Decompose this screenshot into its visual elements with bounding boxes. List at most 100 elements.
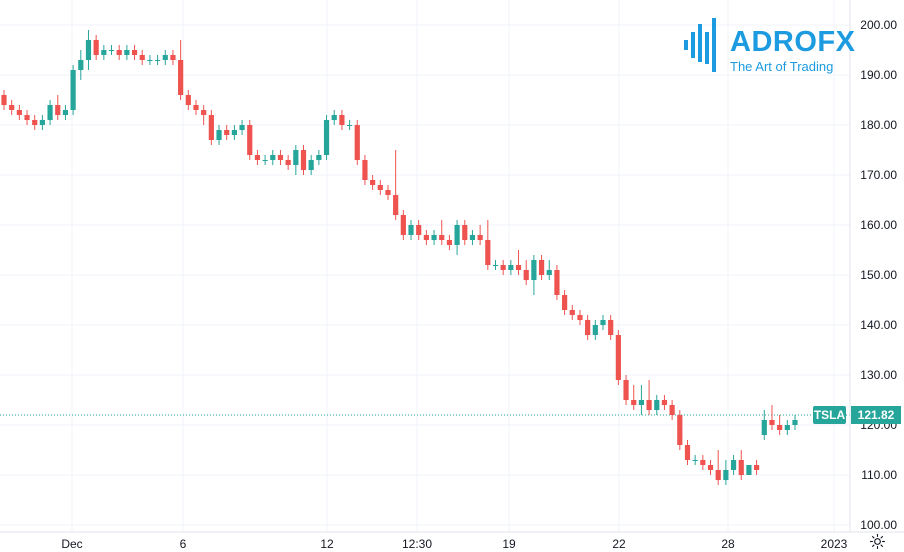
candle: [270, 150, 276, 165]
candle: [85, 30, 92, 70]
candle: [400, 210, 406, 240]
candle-body: [707, 465, 714, 470]
candle-body: [308, 160, 314, 170]
candle-body: [754, 465, 760, 470]
candle: [1, 90, 7, 110]
candle-body: [300, 150, 307, 170]
candle: [554, 265, 560, 300]
candle-body: [270, 155, 276, 160]
candle: [631, 385, 637, 410]
candle-body: [531, 260, 537, 280]
candle: [515, 250, 522, 275]
candle: [331, 110, 337, 125]
candle: [393, 150, 399, 220]
candle: [761, 410, 767, 440]
x-tick-label: 6: [180, 537, 187, 551]
candle-body: [24, 115, 30, 120]
candle-body: [569, 310, 575, 315]
candle: [431, 230, 437, 245]
y-tick-label: 200.00: [860, 18, 897, 32]
candle: [346, 120, 353, 130]
candle: [692, 455, 698, 465]
candle-body: [377, 185, 383, 190]
candle: [531, 255, 537, 295]
candle-body: [323, 120, 330, 155]
candle-body: [285, 160, 291, 165]
candle: [562, 290, 568, 315]
x-axis: Dec 6 12 12:30 19 22 28 2023: [61, 537, 847, 551]
candle: [300, 145, 307, 175]
candle-body: [631, 400, 637, 405]
candle: [108, 45, 115, 55]
candle-body: [416, 225, 422, 235]
candle-body: [761, 420, 767, 435]
candle: [254, 150, 261, 165]
candle: [124, 45, 130, 60]
candle: [408, 220, 414, 240]
candle-body: [262, 160, 268, 161]
candle: [185, 90, 191, 110]
x-tick-label: 19: [502, 537, 516, 551]
candle: [538, 255, 545, 280]
candle-body: [239, 125, 245, 130]
candle-body: [216, 130, 222, 140]
candle-body: [523, 270, 529, 280]
candle: [385, 185, 391, 200]
candle: [78, 50, 84, 80]
candle-body: [769, 420, 775, 425]
candle-body: [600, 320, 606, 325]
candle: [178, 40, 184, 100]
candle: [293, 145, 299, 175]
y-tick-label: 170.00: [860, 168, 897, 182]
candle-body: [715, 470, 721, 480]
candle-body: [700, 460, 706, 465]
candle: [339, 110, 345, 130]
candle: [116, 45, 122, 60]
candle-body: [116, 50, 122, 55]
candle: [416, 220, 422, 240]
brand-logo: ADROFX The Art of Trading: [684, 18, 855, 78]
candle-body: [254, 155, 261, 160]
candle: [615, 330, 621, 385]
candle-body: [738, 460, 744, 475]
candle: [577, 310, 583, 325]
candle-body: [247, 125, 253, 155]
candle: [154, 55, 161, 65]
candle: [147, 55, 153, 65]
candle-body: [9, 105, 15, 110]
candle-body: [585, 320, 591, 335]
candle: [485, 220, 491, 270]
candle: [170, 50, 176, 65]
gear-icon[interactable]: [869, 533, 886, 550]
candle-body: [85, 40, 92, 60]
candle: [55, 95, 61, 120]
candle: [16, 105, 22, 120]
candle: [39, 115, 45, 130]
candle-body: [784, 425, 790, 430]
candle-body: [454, 225, 460, 245]
candle: [239, 120, 245, 135]
candle-body: [615, 335, 621, 380]
candle-body: [224, 130, 230, 135]
candle-body: [477, 235, 483, 240]
candle: [508, 260, 514, 275]
candle-body: [730, 460, 737, 470]
y-tick-label: 180.00: [860, 118, 897, 132]
candle: [730, 455, 737, 475]
candle: [262, 155, 268, 165]
candle-body: [70, 70, 76, 110]
candle-body: [723, 470, 729, 480]
candle: [131, 45, 138, 60]
symbol-badge: TSLA: [814, 408, 846, 422]
candle: [277, 150, 284, 165]
y-tick-label: 100.00: [860, 518, 897, 532]
candle-body: [339, 115, 345, 125]
candle-body: [170, 55, 176, 60]
candle-body: [562, 295, 568, 310]
candle-body: [16, 110, 22, 115]
candle-body: [101, 50, 107, 55]
candle-body: [515, 265, 522, 270]
candle: [700, 455, 706, 470]
candle: [32, 115, 38, 130]
